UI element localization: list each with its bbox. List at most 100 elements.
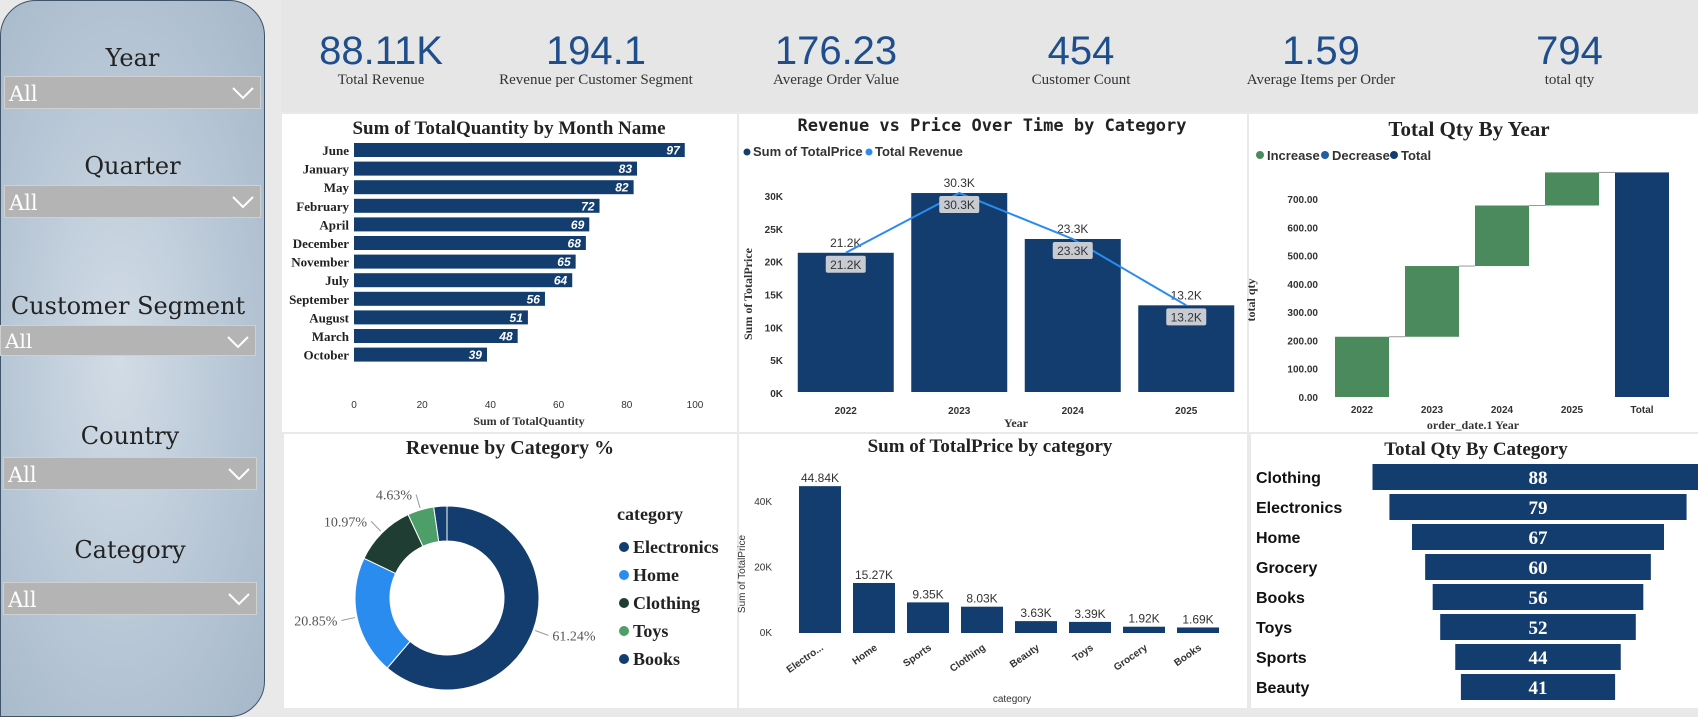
data-label: 56 (1529, 588, 1548, 609)
category-label: June (322, 143, 349, 158)
data-label: 13.2K (1171, 310, 1202, 324)
chart-price-by-category-svg: Sum of TotalPrice by category 0K 20K 40K Sum… (737, 436, 1219, 705)
x-tick-label: 2024 (1062, 406, 1085, 417)
kpi-value: 88.11K (319, 29, 443, 73)
x-tick-label: 80 (621, 400, 633, 411)
bar (1069, 621, 1111, 633)
x-tick-label: 60 (553, 400, 565, 411)
kpi-value: 194.1 (545, 29, 647, 73)
kpi-label: Average Order Value (772, 72, 900, 88)
bar (1475, 205, 1529, 267)
pie-slice (433, 505, 448, 543)
kpi-value: 1.59 (1282, 29, 1360, 73)
category-label: Sports (1256, 650, 1307, 667)
data-label: 20.85% (294, 614, 338, 629)
data-label: 44 (1529, 648, 1549, 669)
slicer-customer-segment-dropdown[interactable]: All (0, 325, 256, 356)
slicer-category-dropdown[interactable]: All (3, 582, 257, 615)
chart-qty-by-year: Total Qty By Year Increase Decrease Total 0.… (1244, 114, 1698, 432)
chart-revenue-vs-price: Revenue vs Price Over Time by Category Su… (739, 114, 1247, 432)
category-label: Grocery (1256, 560, 1317, 577)
category-label: December (293, 236, 350, 251)
data-label: 72 (581, 199, 595, 213)
bar (354, 236, 586, 250)
category-label: October (304, 348, 350, 363)
slicer-country-dropdown[interactable]: All (3, 457, 257, 490)
slicer-country-title: Country (80, 422, 180, 450)
bar (1389, 494, 1687, 520)
x-tick-label: 40 (485, 400, 497, 411)
chart-title: Sum of TotalPrice by category (868, 436, 1113, 457)
data-label: 10.97% (324, 515, 368, 530)
kpi-label: Average Items per Order (1246, 72, 1396, 88)
bar (907, 602, 949, 633)
bar (911, 193, 1008, 392)
bar (1372, 464, 1698, 490)
chart-title: Revenue vs Price Over Time by Category (798, 116, 1187, 136)
bar (1015, 621, 1057, 633)
slicer-customer-segment: Customer Segment (0, 292, 256, 320)
category-label: Clothing (1256, 470, 1321, 487)
y-tick-label: 5K (770, 356, 784, 367)
kpi-average-order-value: 176.23 Average Order Value (711, 0, 961, 112)
legend-label: Decrease (1332, 148, 1390, 163)
bar (961, 606, 1003, 633)
bar (1455, 644, 1621, 670)
pie-slice (354, 557, 411, 669)
data-label: 3.63K (1020, 606, 1051, 620)
legend-label: Toys (633, 621, 668, 641)
x-axis-label: category (993, 694, 1031, 705)
x-tick-label: 2023 (1421, 405, 1444, 416)
bar (1440, 614, 1636, 640)
legend-label: Home (633, 565, 679, 585)
y-tick-label: 0K (770, 389, 784, 400)
category-label: February (296, 199, 349, 214)
data-label-box (825, 255, 866, 273)
data-label: 21.2K (830, 236, 861, 250)
x-axis-label: order_date.1 Year (1427, 418, 1520, 432)
data-label: 88 (1529, 468, 1548, 489)
data-label: 3.39K (1074, 607, 1105, 621)
x-tick-label: Toys (1071, 642, 1096, 664)
y-tick-label: 700.00 (1287, 195, 1318, 206)
chart-qty-by-year-svg: Total Qty By Year Increase Decrease Total 0.… (1244, 117, 1669, 432)
data-label: 1.92K (1128, 612, 1159, 626)
data-label: 82 (615, 181, 629, 195)
chevron-down-icon (228, 468, 250, 481)
bar (1432, 584, 1644, 610)
legend-title: category (617, 504, 683, 524)
x-tick-label: 100 (687, 400, 704, 411)
legend-label: Clothing (633, 593, 700, 613)
slicer-year-dropdown[interactable]: All (4, 76, 261, 109)
slicer-category-title: Category (74, 536, 186, 564)
x-tick-label: Grocery (1112, 642, 1150, 673)
slicer-category-value: All (8, 588, 37, 612)
category-label: Electronics (1256, 500, 1342, 517)
series-line (845, 191, 1187, 307)
x-tick-label: 2022 (835, 406, 858, 417)
x-tick-label: 2022 (1351, 405, 1374, 416)
bar (1335, 336, 1389, 397)
bar (354, 143, 685, 157)
data-label: 9.35K (912, 587, 943, 601)
bar (1615, 172, 1669, 397)
bar (354, 217, 590, 232)
category-label: July (325, 273, 349, 288)
chart-qty-by-category: Total Qty By Category Clothing 88 Electroni… (1251, 434, 1698, 708)
category-label: Beauty (1256, 680, 1309, 697)
legend-marker (1321, 151, 1329, 159)
x-tick-label: Sports (901, 642, 934, 669)
slicer-quarter: Quarter (0, 152, 265, 180)
chart-price-by-category: Sum of TotalPrice by category 0K 20K 40K Sum… (737, 434, 1247, 708)
bar (1024, 238, 1121, 392)
kpi-label: total qty (1544, 72, 1595, 88)
x-tick-label: 2025 (1561, 405, 1584, 416)
legend-marker (619, 598, 629, 608)
category-label: Toys (1256, 620, 1292, 637)
data-label: 30.3K (944, 198, 975, 212)
bar (1123, 626, 1165, 633)
data-label: 65 (557, 255, 571, 269)
chart-title: Total Qty By Year (1388, 117, 1549, 141)
slicer-quarter-dropdown[interactable]: All (4, 185, 261, 218)
